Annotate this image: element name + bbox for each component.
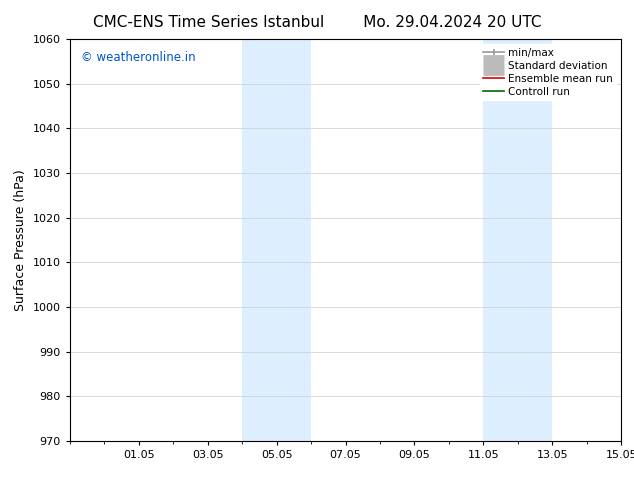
Text: CMC-ENS Time Series Istanbul        Mo. 29.04.2024 20 UTC: CMC-ENS Time Series Istanbul Mo. 29.04.2… [93,15,541,30]
Y-axis label: Surface Pressure (hPa): Surface Pressure (hPa) [14,169,27,311]
Bar [483,39,552,441]
Text: © weatheronline.in: © weatheronline.in [81,51,195,64]
Legend: min/max, Standard deviation, Ensemble mean run, Controll run: min/max, Standard deviation, Ensemble me… [480,45,616,100]
Bar [242,39,311,441]
